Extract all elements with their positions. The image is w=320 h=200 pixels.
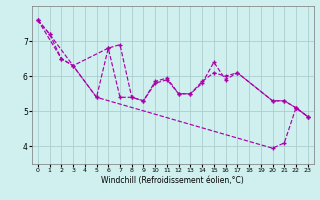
- X-axis label: Windchill (Refroidissement éolien,°C): Windchill (Refroidissement éolien,°C): [101, 176, 244, 185]
